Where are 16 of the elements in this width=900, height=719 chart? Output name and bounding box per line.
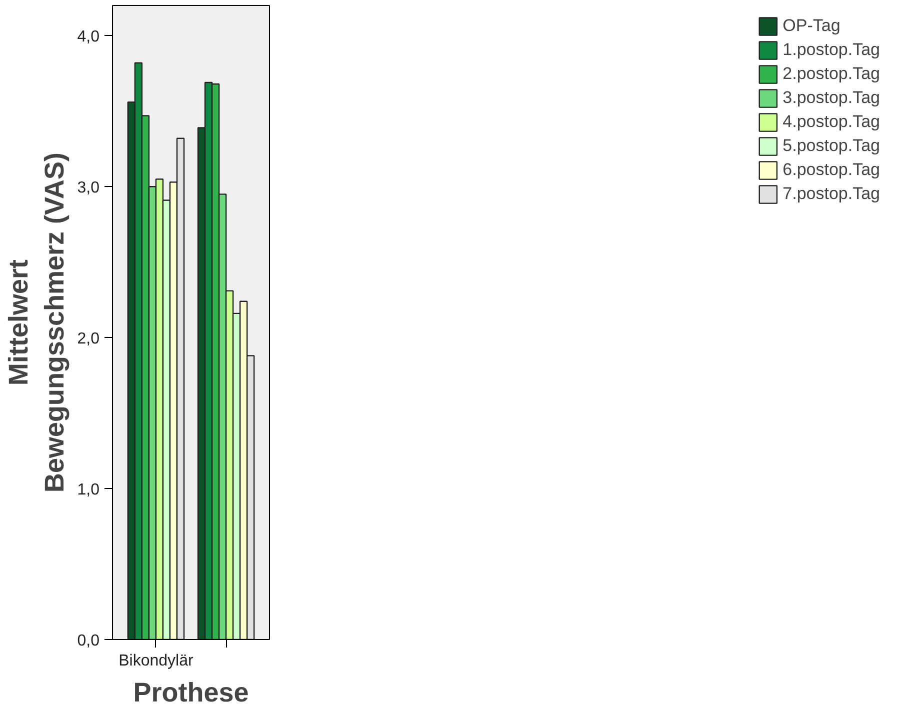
x-axis-title: Prothese	[133, 678, 249, 708]
legend-label: 1.postop.Tag	[782, 40, 880, 60]
y-tick-label: 3,0	[77, 180, 100, 197]
y-axis-title: Mittelwert Bewegungsschmerz (VAS)	[3, 152, 70, 493]
y-tick-label: 0,0	[77, 632, 100, 650]
y-tick-label: 4,0	[77, 28, 100, 46]
x-tick-label: Bikondylär	[118, 652, 194, 670]
legend-label: 3.postop.Tag	[782, 88, 880, 108]
legend-label: 2.postop.Tag	[782, 64, 880, 84]
y-tick-label: 2,0	[77, 330, 100, 348]
legend-label: OP-Tag	[782, 16, 840, 36]
y-tick-label: 1,0	[77, 482, 100, 499]
legend-label: 4.postop.Tag	[782, 112, 880, 132]
legend-label: 5.postop.Tag	[782, 136, 880, 156]
legend-label: 6.postop.Tag	[782, 160, 880, 180]
legend-label: 7.postop.Tag	[782, 184, 880, 204]
